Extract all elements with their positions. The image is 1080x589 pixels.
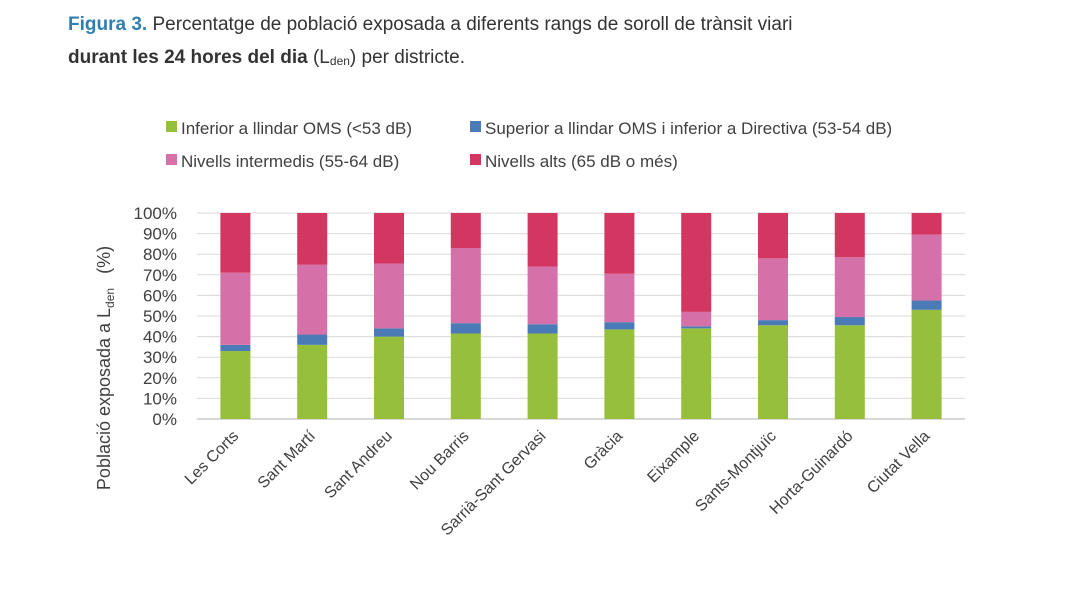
x-tick-label: Sant Martí	[255, 427, 320, 492]
bar-segment	[681, 328, 712, 419]
y-tick-label: 60%	[143, 286, 177, 305]
bar-segment	[527, 266, 558, 325]
bar-segment	[834, 325, 865, 419]
bar-segment	[604, 322, 635, 330]
bar-segment	[450, 213, 481, 249]
legend-label: Superior a llindar OMS i inferior a Dire…	[485, 119, 892, 138]
bar-segment	[758, 258, 788, 321]
chart-legend: Inferior a llindar OMS (<53 dB) Superior …	[166, 119, 892, 171]
bar-segment	[374, 336, 404, 419]
y-tick-label: 0%	[152, 410, 177, 429]
legend-label: Inferior a llindar OMS (<53 dB)	[181, 119, 412, 138]
bar-segment	[374, 328, 404, 337]
caption-line-2: durant les 24 hores del dia (Lden) per d…	[68, 41, 1028, 78]
bar-segment	[911, 300, 942, 310]
x-tick-label: Sants-Montjuïc	[692, 428, 779, 515]
bar-segment	[450, 323, 481, 334]
caption-line-1: Figura 3. Percentatge de població exposa…	[68, 8, 1028, 41]
y-axis-label: Població exposada a Lden (%)	[94, 246, 117, 490]
bar-segment	[450, 333, 481, 419]
bar-segment	[604, 273, 635, 323]
figure-label: Figura 3.	[68, 14, 148, 35]
legend-label: Nivells alts (65 dB o més)	[485, 152, 678, 171]
y-axis-label-unit: (%)	[94, 246, 114, 274]
x-tick-label: Nou Barris	[407, 428, 472, 493]
x-tick-label: Ciutat Vella	[864, 428, 933, 497]
legend-swatch	[166, 121, 177, 132]
bar-segment	[758, 325, 788, 419]
bar-segment	[758, 213, 788, 259]
bar-segment	[220, 272, 251, 345]
legend-swatch	[470, 121, 481, 132]
bar-segment	[527, 213, 558, 267]
legend-swatch	[470, 154, 481, 165]
bar-segment	[834, 317, 865, 326]
bar-segment	[604, 213, 635, 274]
bar-segment	[527, 333, 558, 419]
bar-segment	[911, 309, 942, 419]
y-tick-label: 70%	[143, 266, 177, 285]
caption-text-1: Percentatge de població exposada a difer…	[147, 14, 793, 35]
y-tick-label: 50%	[143, 307, 177, 326]
bar-segment	[604, 329, 635, 419]
x-tick-label: Eixample	[644, 428, 703, 487]
bar-segment	[758, 320, 788, 326]
bar-segment	[834, 257, 865, 318]
caption-paren-open: (L	[307, 47, 330, 68]
bar-segment	[450, 248, 481, 324]
y-axis-ticks: 0% 10%20% 30%40% 50% 60%70% 80%90% 100%	[134, 204, 177, 429]
bar-segment	[297, 264, 328, 335]
bar-segment	[911, 213, 942, 235]
bar-segment	[527, 324, 558, 334]
bar-segment	[220, 213, 251, 273]
caption-subscript: den	[329, 54, 350, 68]
y-axis-label-sub: den	[103, 288, 117, 308]
x-tick-label: Gràcia	[581, 428, 626, 473]
bar-segment	[834, 213, 865, 258]
y-axis-label-main: Població exposada a L	[94, 308, 114, 490]
bar-segment	[681, 311, 712, 327]
figure-caption: Figura 3. Percentatge de població exposa…	[68, 8, 1028, 78]
chart-bars	[220, 213, 942, 419]
y-tick-label: 90%	[143, 225, 177, 244]
x-axis-labels: Les Corts Sant Martí Sant Andreu Nou Barris…	[182, 427, 934, 539]
y-tick-label: 80%	[143, 245, 177, 264]
y-tick-label: 30%	[143, 348, 177, 367]
bar-segment	[911, 234, 942, 301]
y-tick-label: 10%	[143, 389, 177, 408]
x-tick-label: Horta-Guinardó	[767, 428, 857, 518]
x-tick-label: Sant Andreu	[322, 428, 396, 502]
legend-swatch	[166, 154, 177, 165]
bar-segment	[681, 326, 712, 329]
bar-segment	[297, 344, 328, 419]
y-tick-label: 100%	[134, 204, 177, 223]
bar-segment	[297, 213, 328, 265]
bar-segment	[374, 213, 404, 264]
bar-segment	[374, 263, 404, 329]
bar-segment	[297, 334, 328, 345]
bar-segment	[681, 213, 712, 312]
caption-text-2: ) per districte.	[349, 47, 466, 68]
y-tick-label: 40%	[143, 328, 177, 347]
caption-bold-text: durant les 24 hores del dia	[68, 47, 308, 68]
bar-segment	[220, 351, 251, 419]
legend-label: Nivells intermedis (55-64 dB)	[181, 152, 399, 171]
x-tick-label: Les Corts	[182, 428, 242, 488]
bar-segment	[220, 344, 251, 352]
y-tick-label: 20%	[143, 369, 177, 388]
